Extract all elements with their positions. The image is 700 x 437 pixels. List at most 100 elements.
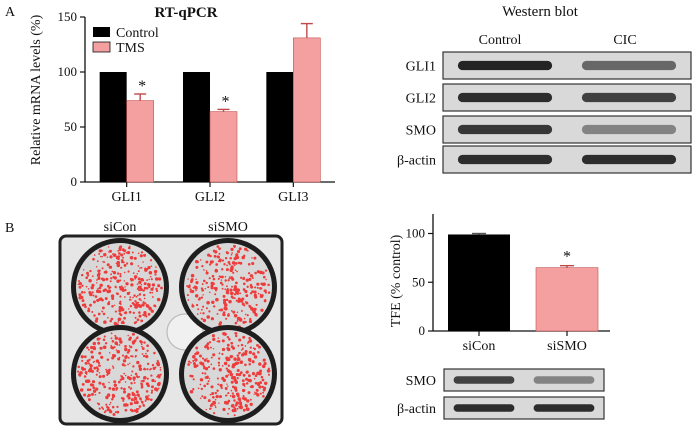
colony [246, 399, 250, 403]
colony [206, 315, 210, 319]
colony [260, 375, 264, 379]
colony [86, 388, 90, 392]
colony [235, 254, 238, 256]
colony [224, 387, 228, 390]
colony [202, 318, 207, 323]
colony [238, 399, 242, 402]
colony [105, 395, 109, 400]
tfe-chart: TFE (% control) 0 50 100 siCon siSMO * [389, 214, 610, 354]
western-a-row-label: GLI1 [406, 60, 436, 75]
colony [143, 289, 146, 291]
colony [133, 339, 137, 343]
colony [218, 402, 220, 404]
rt-qpcr-y-tick-label: 150 [58, 9, 78, 24]
colony [107, 316, 109, 319]
colony [256, 393, 260, 397]
colony [209, 346, 212, 349]
colony [90, 392, 95, 396]
colony [251, 257, 253, 259]
colony [201, 264, 204, 268]
colony [201, 288, 205, 292]
colony [254, 271, 257, 275]
colony [216, 389, 219, 392]
colony [136, 360, 140, 365]
colony [140, 398, 142, 401]
colony [263, 362, 267, 366]
colony [231, 277, 235, 281]
colony [123, 364, 126, 367]
colony [113, 276, 117, 280]
colony [125, 403, 129, 407]
colony [108, 381, 110, 384]
well-plate [76, 330, 164, 418]
colony [233, 378, 237, 382]
colony [122, 399, 125, 402]
colony [106, 373, 109, 376]
colony [141, 303, 145, 307]
colony [214, 391, 217, 395]
colony [86, 271, 89, 275]
colony [95, 359, 100, 363]
colony [133, 396, 138, 401]
colony [115, 286, 117, 289]
colony [131, 251, 134, 254]
colony [216, 340, 219, 343]
colony [107, 246, 110, 248]
colony [241, 353, 245, 357]
colony [147, 282, 150, 285]
colony [124, 286, 126, 288]
colony [145, 304, 150, 308]
colony [225, 317, 228, 320]
colony [92, 294, 95, 297]
colony [197, 308, 200, 311]
colony [103, 411, 106, 414]
colony [227, 370, 232, 374]
colony [110, 273, 113, 276]
colony [127, 363, 129, 366]
colony [195, 351, 200, 355]
colony [133, 400, 135, 402]
colony [124, 355, 128, 359]
colony [82, 269, 85, 271]
colony [142, 354, 146, 358]
colony [230, 247, 234, 252]
colony [223, 400, 228, 405]
colony [137, 303, 141, 308]
tfe-x-label: siCon [463, 339, 496, 354]
colony [211, 334, 215, 338]
colony [247, 357, 252, 362]
colony [130, 262, 134, 266]
colony [234, 334, 238, 338]
colony [88, 279, 92, 283]
colony [205, 260, 209, 264]
colony [96, 273, 101, 277]
western-a-row: β-actin [397, 145, 692, 174]
colony [153, 284, 155, 286]
colony [212, 337, 216, 342]
colony [237, 357, 241, 361]
western-b-band [533, 376, 595, 384]
colony [95, 289, 100, 293]
colony [233, 314, 238, 318]
colony [231, 376, 235, 380]
colony [249, 283, 253, 287]
colony [140, 251, 144, 254]
colony [157, 278, 160, 281]
western-col-cic: CIC [613, 33, 636, 48]
colony [267, 291, 271, 294]
colony [192, 388, 195, 391]
colony [211, 395, 215, 399]
colony [131, 332, 135, 336]
colony [150, 278, 153, 281]
colony [242, 335, 246, 339]
colony [151, 378, 155, 383]
colony [123, 252, 126, 255]
colony [256, 344, 259, 347]
colony [248, 363, 251, 366]
colony [262, 394, 265, 398]
colony [99, 346, 103, 350]
colony [123, 289, 126, 292]
colony [251, 371, 256, 376]
colony [118, 286, 122, 289]
colony [147, 397, 150, 401]
